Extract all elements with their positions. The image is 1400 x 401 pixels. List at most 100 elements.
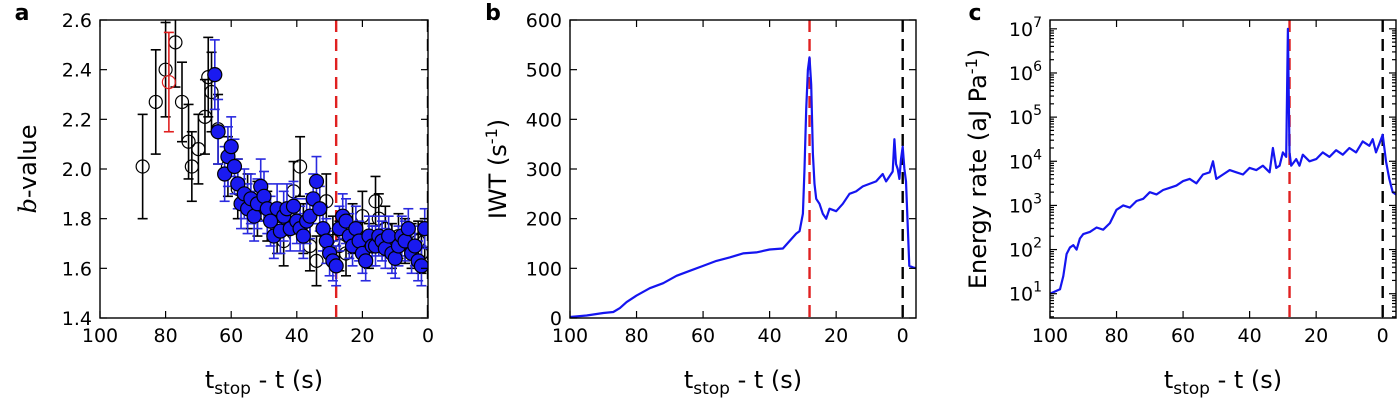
tick-exponent: 6 bbox=[1033, 59, 1042, 75]
data-point bbox=[413, 258, 428, 274]
x-label-subscript: stop bbox=[214, 379, 251, 399]
data-point bbox=[181, 134, 196, 149]
data-point bbox=[246, 208, 262, 224]
tick-exponent: 7 bbox=[1033, 15, 1042, 31]
y-tick-label: 106 bbox=[1009, 59, 1042, 85]
x-label-rest: - t (s) bbox=[1210, 366, 1282, 394]
x-tick-label: 100 bbox=[552, 325, 588, 347]
x-label-main: t bbox=[205, 366, 214, 394]
tick-base: 10 bbox=[1009, 63, 1033, 85]
y-tick-label: 101 bbox=[1009, 280, 1042, 306]
data-point bbox=[309, 253, 324, 268]
data-point bbox=[328, 258, 344, 274]
y-tick-label: 500 bbox=[526, 60, 562, 82]
data-point bbox=[318, 233, 334, 249]
x-tick-label: 60 bbox=[1171, 325, 1195, 347]
data-point bbox=[368, 194, 383, 209]
data-point bbox=[315, 221, 331, 237]
data-point bbox=[387, 250, 403, 266]
data-point bbox=[262, 213, 279, 229]
data-point bbox=[308, 173, 325, 190]
y-tick-label: 600 bbox=[526, 10, 562, 32]
series-line bbox=[570, 56, 916, 318]
data-point bbox=[184, 159, 199, 174]
y-tick-label: 1.4 bbox=[62, 308, 92, 330]
x-label-main: t bbox=[1164, 366, 1173, 394]
data-point bbox=[191, 142, 206, 157]
data-point bbox=[223, 139, 239, 155]
y-label-main: IWT (s bbox=[484, 144, 512, 219]
plot-area bbox=[1050, 20, 1396, 318]
data-point bbox=[197, 109, 213, 124]
plot-frame bbox=[1049, 19, 1397, 319]
data-point bbox=[407, 238, 423, 254]
x-tick-label: 40 bbox=[285, 325, 309, 347]
x-tick-label: 20 bbox=[824, 325, 848, 347]
y-tick-label: 1.8 bbox=[62, 209, 92, 231]
tick-exponent: 5 bbox=[1033, 103, 1042, 119]
y-tick-label: 105 bbox=[1009, 103, 1042, 129]
data-point bbox=[312, 201, 328, 217]
x-tick-label: 80 bbox=[154, 325, 178, 347]
tick-exponent: 2 bbox=[1033, 236, 1042, 252]
y-tick-label: 300 bbox=[526, 159, 562, 181]
x-tick-label: 80 bbox=[624, 325, 648, 347]
tick-base: 10 bbox=[1009, 107, 1033, 129]
x-tick-label: 0 bbox=[422, 325, 434, 347]
x-label-rest: - t (s) bbox=[251, 366, 323, 394]
tick-exponent: 3 bbox=[1033, 191, 1042, 207]
y-axis-label: Energy rate (aJ Pa-1) bbox=[962, 49, 992, 289]
x-tick-label: 40 bbox=[758, 325, 782, 347]
data-point bbox=[207, 67, 223, 83]
tick-exponent: 4 bbox=[1033, 147, 1042, 163]
y-label-superscript: -1 bbox=[482, 128, 501, 144]
y-tick-label: 104 bbox=[1009, 147, 1042, 173]
y-tick-label: 1.6 bbox=[62, 258, 92, 280]
tick-exponent: 1 bbox=[1033, 280, 1042, 296]
y-tick-label: 2.2 bbox=[62, 109, 92, 131]
tick-base: 10 bbox=[1009, 284, 1033, 306]
data-point bbox=[358, 253, 374, 269]
data-point bbox=[256, 188, 272, 204]
x-tick-label: 0 bbox=[1377, 325, 1389, 347]
x-tick-label: 0 bbox=[897, 325, 909, 347]
data-point bbox=[174, 94, 190, 110]
y-tick-label: 103 bbox=[1009, 191, 1042, 217]
series-line bbox=[1050, 27, 1396, 295]
y-tick-label: 2.6 bbox=[62, 10, 92, 32]
data-point bbox=[400, 221, 416, 237]
y-label-main: Energy rate (aJ Pa bbox=[964, 74, 992, 289]
x-label-subscript: stop bbox=[693, 379, 730, 399]
x-axis-label: tstop - t (s) bbox=[684, 366, 802, 399]
x-label-rest: - t (s) bbox=[730, 366, 802, 394]
data-point bbox=[285, 198, 302, 214]
y-tick-label: 2.4 bbox=[62, 60, 92, 82]
panel-c: 100 80 60 40 20 0101102103104105106107ctstop … bbox=[962, 1, 1397, 399]
data-point bbox=[417, 221, 428, 237]
series-red-open-circle bbox=[161, 31, 176, 133]
y-label-close: ) bbox=[964, 49, 992, 58]
tick-base: 10 bbox=[1009, 240, 1033, 262]
tick-base: 10 bbox=[1009, 195, 1033, 217]
y-label-close: ) bbox=[484, 119, 512, 128]
panel-letter: c bbox=[968, 1, 981, 26]
data-point bbox=[204, 84, 219, 100]
x-tick-label: 100 bbox=[82, 325, 118, 347]
y-label-italic: b bbox=[14, 198, 42, 213]
y-tick-label: 0 bbox=[550, 308, 562, 330]
y-axis-label: IWT (s-1) bbox=[482, 119, 512, 219]
data-point bbox=[348, 221, 364, 237]
y-tick-label: 107 bbox=[1009, 15, 1042, 41]
y-tick-label: 102 bbox=[1009, 236, 1042, 262]
data-point bbox=[210, 124, 226, 140]
x-tick-label: 60 bbox=[219, 325, 243, 347]
x-axis-label: tstop - t (s) bbox=[1164, 366, 1282, 399]
panel-letter: b bbox=[485, 1, 501, 26]
data-point bbox=[161, 74, 176, 90]
x-label-subscript: stop bbox=[1173, 379, 1210, 399]
tick-base: 10 bbox=[1009, 151, 1033, 173]
x-label-main: t bbox=[684, 366, 693, 394]
panel-a: 100 80 60 40 20 0 1.4 1.6 1.8 2.0 2.2 2.4 2.6 a tstop … bbox=[14, 1, 434, 399]
